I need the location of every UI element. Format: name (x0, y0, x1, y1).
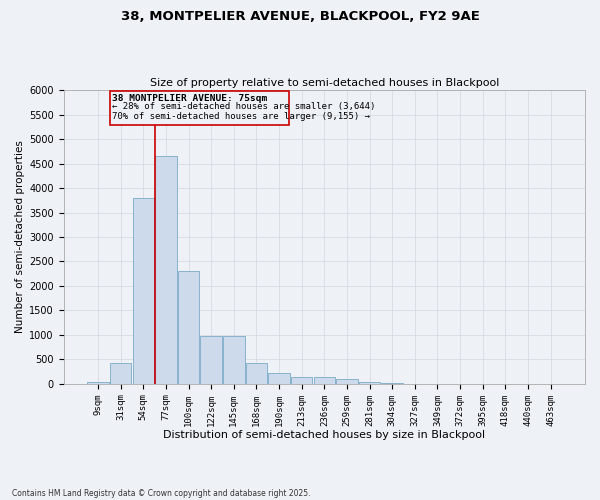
Bar (155, 156, 177, 384)
Text: 38 MONTPELIER AVENUE: 75sqm: 38 MONTPELIER AVENUE: 75sqm (112, 94, 268, 102)
Bar (110, 363, 131, 384)
Bar (223, 336, 245, 384)
Bar (88, 382, 109, 384)
Text: 70% of semi-detached houses are larger (9,155) →: 70% of semi-detached houses are larger (… (112, 112, 370, 120)
Bar (359, 382, 380, 384)
Bar (200, 336, 222, 384)
Y-axis label: Number of semi-detached properties: Number of semi-detached properties (15, 140, 25, 334)
Bar (110, 91, 289, 125)
Bar (336, 379, 358, 384)
Bar (133, 198, 154, 384)
Text: Contains HM Land Registry data © Crown copyright and database right 2025.: Contains HM Land Registry data © Crown c… (12, 488, 311, 498)
Text: ← 28% of semi-detached houses are smaller (3,644): ← 28% of semi-detached houses are smalle… (112, 102, 376, 112)
X-axis label: Distribution of semi-detached houses by size in Blackpool: Distribution of semi-detached houses by … (163, 430, 485, 440)
Title: Size of property relative to semi-detached houses in Blackpool: Size of property relative to semi-detach… (149, 78, 499, 88)
Bar (246, 364, 267, 384)
Bar (291, 378, 313, 384)
Text: 38, MONTPELIER AVENUE, BLACKPOOL, FY2 9AE: 38, MONTPELIER AVENUE, BLACKPOOL, FY2 9A… (121, 10, 479, 23)
Bar (178, 272, 199, 384)
Bar (268, 372, 290, 384)
Bar (314, 378, 335, 384)
